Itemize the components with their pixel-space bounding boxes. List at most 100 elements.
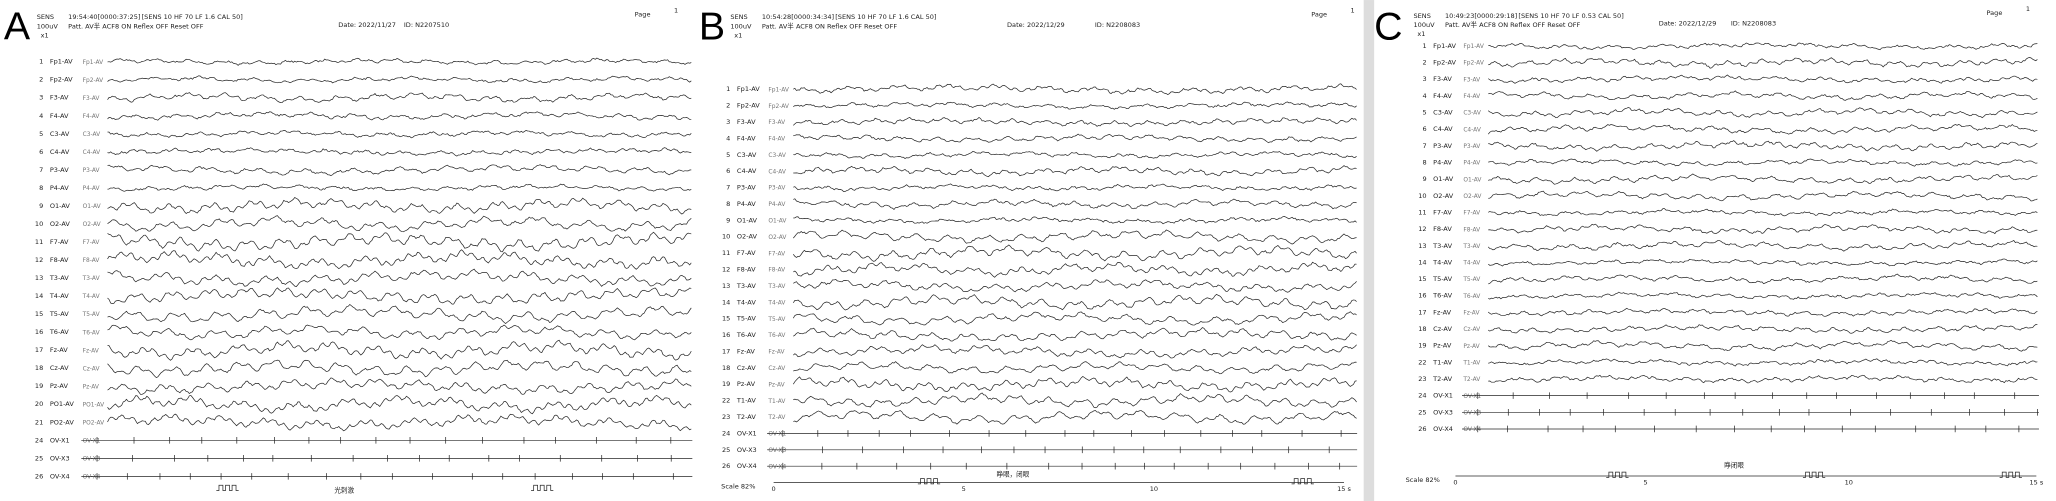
- panel-letter: B: [699, 4, 725, 48]
- channel-number: 2: [39, 76, 43, 84]
- channel-name: Fz-AV: [737, 347, 755, 355]
- channel-name: Fp2-AV: [1433, 59, 1456, 67]
- channel-name-inline: PO2-AV: [83, 420, 105, 426]
- eeg-trace: [107, 197, 692, 215]
- channel-number: 1: [39, 58, 43, 66]
- eeg-trace: [107, 130, 692, 139]
- channel-name-inline: Fp1-AV: [83, 60, 104, 66]
- channel-number: 10: [722, 233, 730, 241]
- channel-number: 11: [722, 249, 730, 257]
- channel-number: 15: [722, 315, 730, 323]
- channel-number: 16: [35, 328, 43, 336]
- channel-name: F7-AV: [1433, 208, 1452, 216]
- channel-number: 4: [1422, 92, 1426, 100]
- channel-name-inline: T6-AV: [82, 330, 100, 336]
- channel-number: 6: [726, 167, 730, 175]
- eeg-trace: [1488, 74, 2038, 84]
- channel-name: F3-AV: [737, 118, 756, 126]
- channel-name-inline: F7-AV: [768, 251, 785, 257]
- eeg-trace: [107, 249, 692, 270]
- time: 10:54:28[0000:34:34]: [762, 13, 834, 21]
- channel-name: P4-AV: [50, 184, 69, 192]
- channel-name-inline: F3-AV: [768, 120, 785, 126]
- channel-number: 17: [1418, 308, 1426, 316]
- scale: Scale 82%: [721, 483, 755, 491]
- channel-name: T5-AV: [1432, 275, 1452, 283]
- settings: [SENS 10 HF 70 LF 0.53 CAL 50]: [1518, 12, 1623, 20]
- channel-name-inline: O2-AV: [1463, 194, 1481, 200]
- eeg-trace: [107, 231, 692, 253]
- channel-number: 17: [722, 347, 730, 355]
- channel-name-inline: Fp1-AV: [768, 87, 789, 93]
- channel-name: Cz-AV: [737, 364, 756, 372]
- mode: Patt. AV半 ACF8 ON Reflex OFF Reset OFF: [1445, 20, 1581, 29]
- channel-name-inline: F4-AV: [768, 137, 785, 143]
- channel-number: 7: [39, 166, 43, 174]
- time-tick-label: 0: [1453, 479, 1457, 487]
- channel-number: 19: [722, 380, 730, 388]
- eeg-trace: [792, 293, 1357, 311]
- patient-id: ID: N2207510: [404, 21, 449, 29]
- channel-name-inline: F3-AV: [1463, 77, 1480, 83]
- channel-name: PO2-AV: [50, 418, 75, 426]
- channel-number: 5: [726, 151, 730, 159]
- channel-name-inline: T3-AV: [82, 276, 100, 282]
- channel-name-inline: P3-AV: [83, 168, 100, 174]
- eeg-trace: [107, 413, 692, 432]
- channel-name: OV-X3: [50, 454, 70, 462]
- eeg-trace: [107, 268, 692, 287]
- channel-number: 15: [35, 310, 43, 318]
- eeg-trace: [107, 57, 692, 66]
- channel-number: 3: [726, 118, 730, 126]
- eeg-trace: [792, 311, 1357, 326]
- panel-letter: C: [1374, 4, 1402, 48]
- sens-value: 100uV: [730, 22, 752, 30]
- date: Date: 2022/12/29: [1659, 20, 1717, 28]
- channel-name: T4-AV: [736, 298, 756, 306]
- channel-number: 5: [1422, 109, 1426, 117]
- eeg-trace: [1488, 208, 2038, 217]
- channel-number: 9: [726, 216, 730, 224]
- page-number: 1: [2026, 5, 2030, 13]
- channel-name-inline: F4-AV: [83, 114, 100, 120]
- channel-name-inline: Fp2-AV: [768, 104, 789, 110]
- channel-name-inline: T5-AV: [1462, 277, 1480, 283]
- channel-name-inline: C3-AV: [83, 132, 101, 138]
- eeg-trace: [793, 279, 1357, 293]
- channel-number: 24: [722, 429, 730, 437]
- eeg-trace: [793, 229, 1357, 245]
- channel-name-inline: O1-AV: [1463, 177, 1481, 183]
- channel-number: 5: [39, 130, 43, 138]
- eeg-trace: [793, 261, 1357, 278]
- channel-number: 22: [722, 397, 730, 405]
- channel-name: Pz-AV: [1433, 342, 1452, 350]
- channel-name-inline: Fp2-AV: [83, 78, 104, 84]
- channel-number: 26: [722, 462, 730, 470]
- channel-name: C4-AV: [1433, 125, 1453, 133]
- channel-name: T4-AV: [1432, 258, 1452, 266]
- settings: [SENS 10 HF 70 LF 1.6 CAL 50]: [142, 13, 243, 21]
- channel-number: 1: [726, 85, 730, 93]
- eeg-trace: [107, 324, 692, 341]
- channel-name-inline: C4-AV: [83, 150, 101, 156]
- channel-number: 23: [1418, 375, 1426, 383]
- channel-name-inline: PO1-AV: [83, 402, 105, 408]
- channel-name-inline: OV-X1: [83, 438, 101, 444]
- channel-name-inline: T5-AV: [82, 312, 100, 318]
- channel-name-inline: Pz-AV: [768, 382, 784, 388]
- channel-number: 8: [39, 184, 43, 192]
- channel-number: 12: [1418, 225, 1426, 233]
- channel-name: T5-AV: [49, 310, 69, 318]
- channel-number: 18: [722, 364, 730, 372]
- channel-number: 12: [722, 266, 730, 274]
- sens-value: 100uV: [37, 22, 59, 30]
- eeg-trace: [1488, 273, 2038, 285]
- eeg-trace: [107, 111, 692, 121]
- channel-name-inline: OV-X3: [768, 448, 786, 454]
- channel-number: 9: [39, 202, 43, 210]
- eeg-trace: [81, 455, 693, 462]
- channel-number: 23: [722, 413, 730, 421]
